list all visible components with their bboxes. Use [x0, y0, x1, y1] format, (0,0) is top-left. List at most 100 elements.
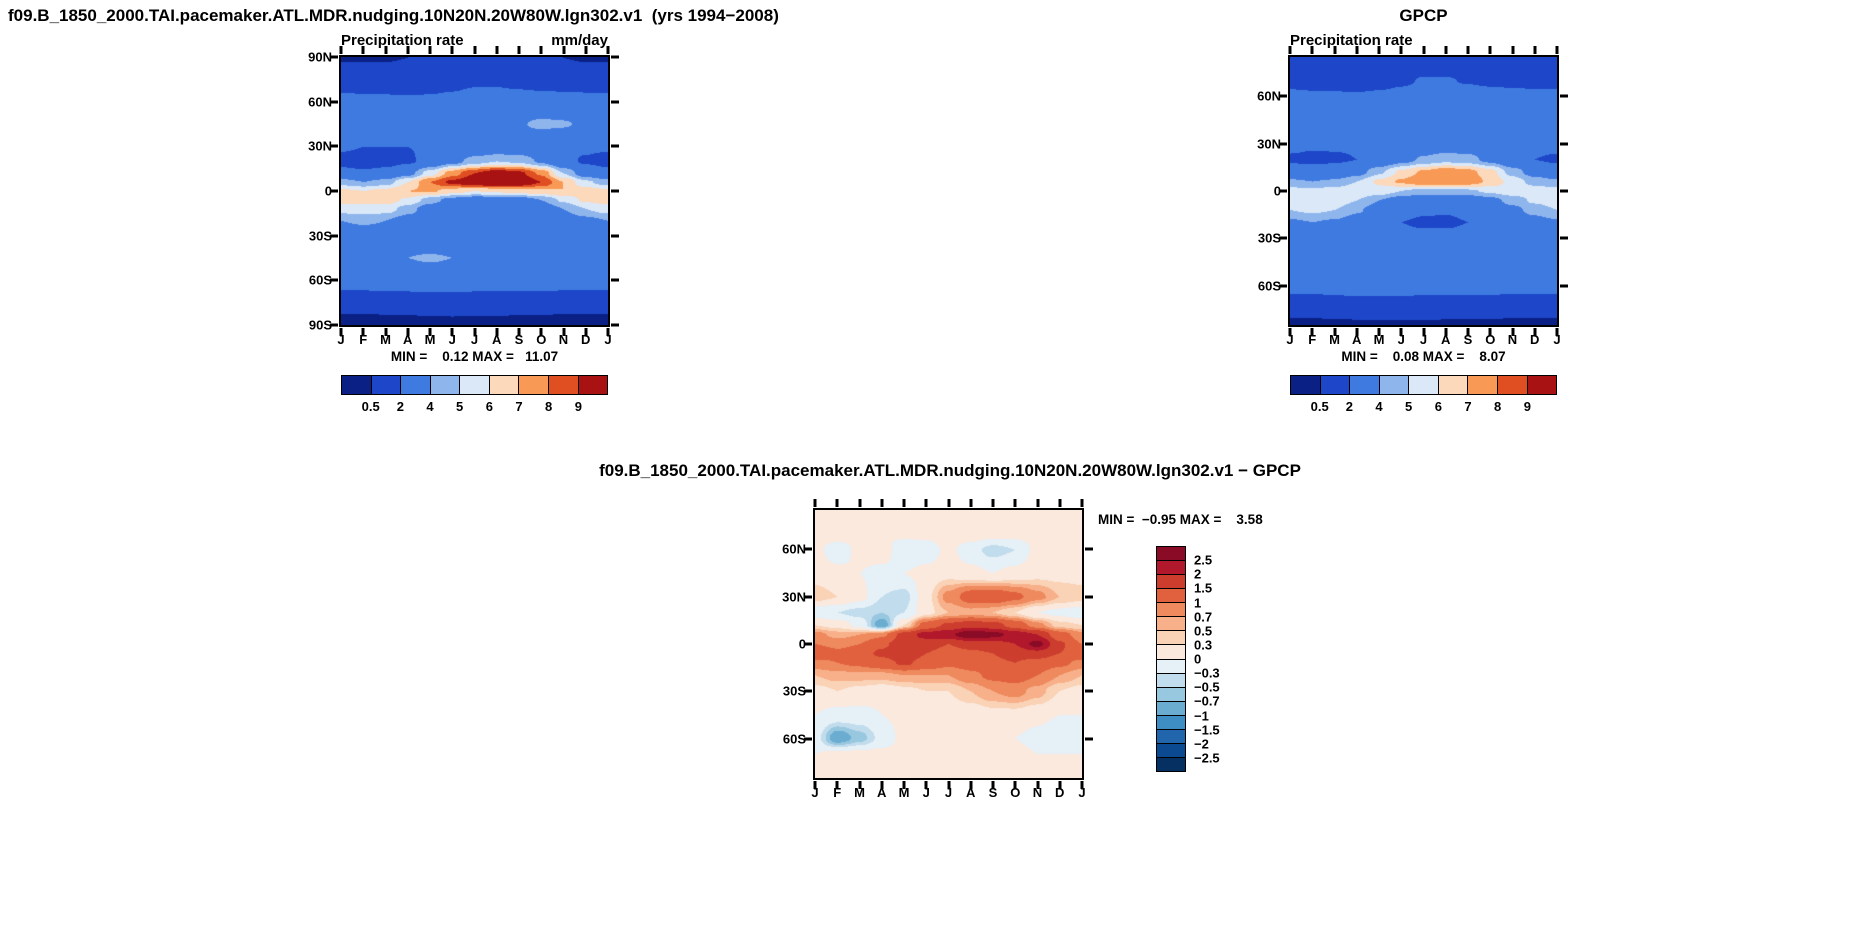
axis-tick	[924, 499, 928, 507]
model-canvas	[341, 57, 608, 325]
lat-label: 30N	[308, 138, 332, 154]
axis-tick	[384, 46, 387, 54]
colorbar-segment	[1156, 574, 1186, 590]
axis-tick	[330, 234, 338, 238]
axis-tick	[1085, 642, 1093, 646]
axis-tick	[611, 189, 619, 193]
axis-tick	[813, 499, 817, 507]
model-y-axis: 90N 60N 30N 0 30S 60S 90S	[286, 50, 332, 333]
colorbar-label: 8	[545, 399, 553, 414]
month-label: M	[854, 785, 865, 800]
colorbar-label: 5	[1405, 399, 1413, 414]
colorbar-segment	[1156, 546, 1186, 562]
axis-tick	[428, 328, 432, 336]
colorbar-label: −0.5	[1194, 679, 1220, 695]
colorbar-label: 2.5	[1194, 552, 1213, 568]
month-label: J	[944, 785, 953, 800]
colorbar-label: 0.5	[1310, 399, 1329, 414]
axis-tick	[1288, 46, 1292, 54]
lat-label: 90S	[308, 317, 332, 333]
colorbar-label: 9	[1523, 399, 1531, 414]
axis-tick	[1560, 189, 1568, 193]
axis-tick	[1511, 328, 1514, 336]
month-label: A	[492, 332, 502, 347]
axis-tick	[1533, 46, 1537, 54]
axis-tick	[804, 642, 812, 646]
colorbar-label: 0.7	[1194, 609, 1213, 625]
month-label: M	[1329, 332, 1340, 347]
obs-canvas	[1290, 57, 1557, 325]
axis-tick	[406, 46, 410, 54]
model-colorbar	[341, 375, 609, 395]
obs-variable-label: Precipitation rate	[1290, 32, 1413, 49]
lat-label: 90N	[308, 49, 332, 65]
axis-tick	[611, 278, 619, 282]
colorbar-segment	[1290, 375, 1321, 395]
axis-tick	[1466, 328, 1470, 336]
month-label: A	[403, 332, 413, 347]
model-colorbar-labels: 0.5 2 4 5 6 7 8 9	[341, 399, 608, 414]
colorbar-segment	[459, 375, 490, 395]
colorbar-segment	[1156, 630, 1186, 646]
diff-canvas	[815, 510, 1082, 778]
axis-tick	[1377, 328, 1381, 336]
lat-label: 60S	[1257, 278, 1281, 294]
axis-tick	[1422, 328, 1425, 336]
month-label: J	[811, 785, 819, 800]
colorbar-segment	[1156, 700, 1186, 716]
axis-tick	[1080, 499, 1084, 507]
month-label: F	[1308, 332, 1317, 347]
colorbar-label: 8	[1494, 399, 1502, 414]
axis-tick	[495, 328, 499, 336]
axis-tick	[947, 781, 950, 789]
axis-tick	[330, 100, 338, 104]
lat-label: 0	[798, 636, 806, 652]
axis-tick	[804, 737, 812, 741]
axis-tick	[1310, 46, 1314, 54]
colorbar-label: 0	[1194, 651, 1202, 667]
axis-tick	[539, 328, 543, 336]
axis-tick	[473, 328, 476, 336]
colorbar-segment	[341, 375, 372, 395]
axis-tick	[611, 323, 619, 327]
lat-label: 60N	[1257, 88, 1281, 104]
axis-tick	[330, 189, 338, 193]
colorbar-segment	[1156, 588, 1186, 604]
axis-tick	[813, 781, 817, 789]
axis-tick	[611, 144, 619, 148]
axis-tick	[330, 55, 338, 59]
axis-tick	[330, 278, 338, 282]
axis-tick	[539, 46, 543, 54]
model-panel: Precipitation rate mm/day 90N 60N 30N 0 30S 6…	[308, 32, 619, 414]
axis-tick	[969, 499, 973, 507]
axis-tick	[330, 144, 338, 148]
month-label: M	[898, 785, 910, 800]
colorbar-segment	[370, 375, 402, 395]
axis-tick	[584, 46, 588, 54]
obs-minmax: MIN = 0.08 MAX = 8.07	[1341, 349, 1506, 364]
colorbar-label: 9	[574, 399, 582, 414]
obs-colorbar-labels: 0.5 2 4 5 6 7 8 9	[1290, 399, 1557, 414]
axis-tick	[1036, 499, 1039, 507]
colorbar-segment	[1156, 672, 1186, 688]
month-label: F	[359, 332, 368, 347]
axis-tick	[428, 46, 432, 54]
axis-tick	[1085, 689, 1093, 693]
colorbar-segment	[547, 375, 579, 395]
axis-tick	[1288, 328, 1292, 336]
colorbar-label: 5	[456, 399, 464, 414]
lat-label: 60N	[308, 94, 332, 110]
obs-title: GPCP	[1399, 6, 1448, 25]
axis-tick	[406, 328, 410, 336]
axis-tick	[1279, 142, 1287, 146]
axis-tick	[611, 100, 619, 104]
colorbar-label: −2.5	[1194, 750, 1220, 766]
colorbar-label: −1	[1194, 708, 1209, 723]
colorbar-label: 7	[1464, 399, 1472, 414]
axis-tick	[1085, 547, 1093, 551]
axis-tick	[606, 328, 610, 336]
